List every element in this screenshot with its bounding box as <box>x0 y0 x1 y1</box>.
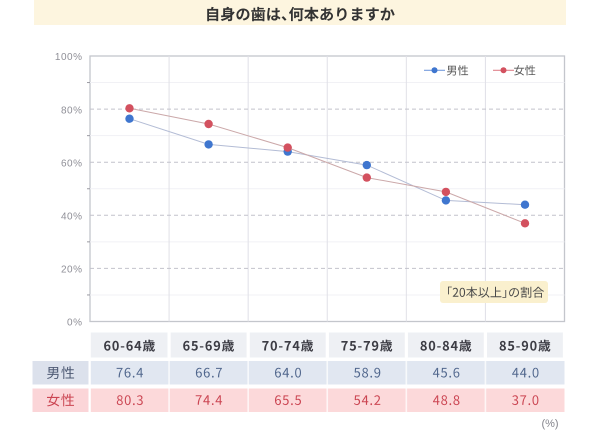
svg-text:(%): (%) <box>541 418 558 430</box>
svg-text:40%: 40% <box>61 212 83 223</box>
svg-text:80%: 80% <box>61 105 83 116</box>
svg-text:20%: 20% <box>61 265 83 276</box>
svg-text:100%: 100% <box>55 52 83 63</box>
svg-text:0%: 0% <box>67 318 82 329</box>
svg-text:60%: 60% <box>61 158 83 169</box>
